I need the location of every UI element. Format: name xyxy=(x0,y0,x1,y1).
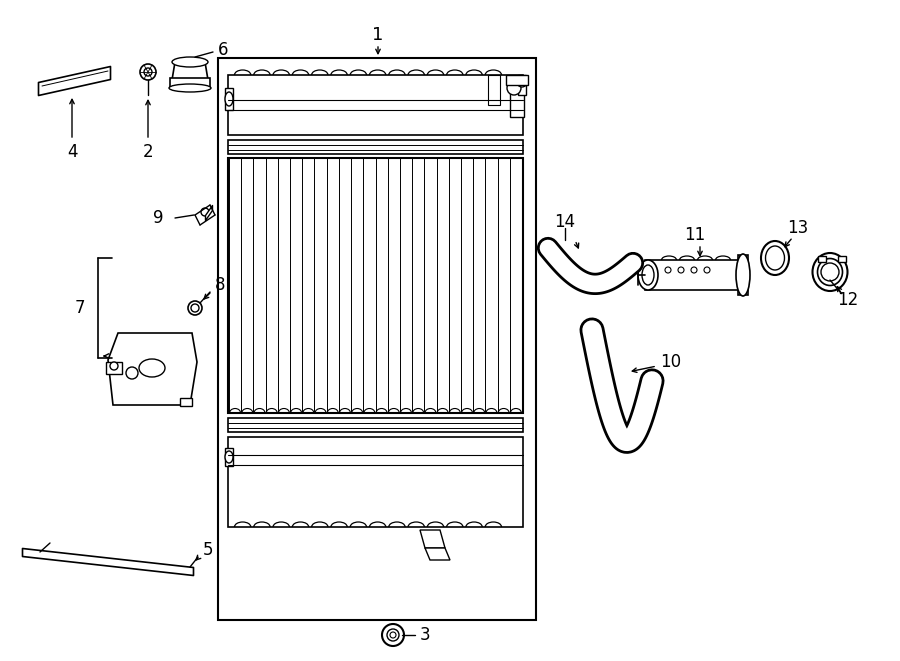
Bar xyxy=(228,437,523,527)
Ellipse shape xyxy=(736,254,750,296)
Bar xyxy=(818,256,826,262)
Ellipse shape xyxy=(761,241,789,275)
Ellipse shape xyxy=(139,359,165,377)
Text: 14: 14 xyxy=(554,213,576,231)
Bar xyxy=(106,362,122,374)
Bar xyxy=(645,260,745,290)
Ellipse shape xyxy=(817,258,842,286)
Polygon shape xyxy=(425,548,450,560)
Ellipse shape xyxy=(169,84,211,92)
Text: 2: 2 xyxy=(143,143,153,161)
Bar xyxy=(488,75,500,105)
Circle shape xyxy=(201,208,209,216)
Circle shape xyxy=(665,267,671,273)
Circle shape xyxy=(382,624,404,646)
Text: 1: 1 xyxy=(373,26,383,44)
Text: 9: 9 xyxy=(152,209,163,227)
Circle shape xyxy=(110,362,118,370)
Bar xyxy=(228,418,523,432)
Circle shape xyxy=(821,263,839,281)
Circle shape xyxy=(691,267,697,273)
Polygon shape xyxy=(170,78,210,88)
Text: 7: 7 xyxy=(75,299,85,317)
Polygon shape xyxy=(172,62,208,80)
Circle shape xyxy=(507,81,521,95)
Text: 13: 13 xyxy=(788,219,808,237)
Polygon shape xyxy=(420,530,445,548)
Circle shape xyxy=(140,64,156,80)
Bar xyxy=(225,448,233,466)
Ellipse shape xyxy=(642,265,654,285)
Circle shape xyxy=(678,267,684,273)
Text: 11: 11 xyxy=(684,226,706,244)
Polygon shape xyxy=(108,333,197,405)
Circle shape xyxy=(188,301,202,315)
Circle shape xyxy=(704,267,710,273)
Ellipse shape xyxy=(225,451,233,463)
Bar xyxy=(518,75,526,95)
Bar xyxy=(510,82,524,117)
Circle shape xyxy=(126,367,138,379)
Text: 12: 12 xyxy=(837,291,859,309)
Bar xyxy=(506,75,528,85)
Text: 10: 10 xyxy=(660,353,681,371)
Ellipse shape xyxy=(225,92,233,106)
Ellipse shape xyxy=(813,253,848,291)
Circle shape xyxy=(191,304,199,312)
Circle shape xyxy=(387,629,399,641)
Circle shape xyxy=(517,77,527,87)
Text: 8: 8 xyxy=(215,276,226,294)
Bar xyxy=(838,256,846,262)
Text: 3: 3 xyxy=(420,626,430,644)
Circle shape xyxy=(390,632,396,638)
Text: 4: 4 xyxy=(67,143,77,161)
Bar xyxy=(228,158,523,413)
Bar xyxy=(228,140,523,154)
Ellipse shape xyxy=(638,260,658,290)
Bar xyxy=(218,58,536,620)
Text: 5: 5 xyxy=(203,541,213,559)
Ellipse shape xyxy=(766,246,785,270)
Ellipse shape xyxy=(172,57,208,67)
Circle shape xyxy=(144,68,152,76)
Bar xyxy=(228,75,523,135)
Bar xyxy=(225,88,233,110)
Bar xyxy=(180,398,192,406)
Bar xyxy=(738,255,748,295)
Text: 6: 6 xyxy=(218,41,229,59)
